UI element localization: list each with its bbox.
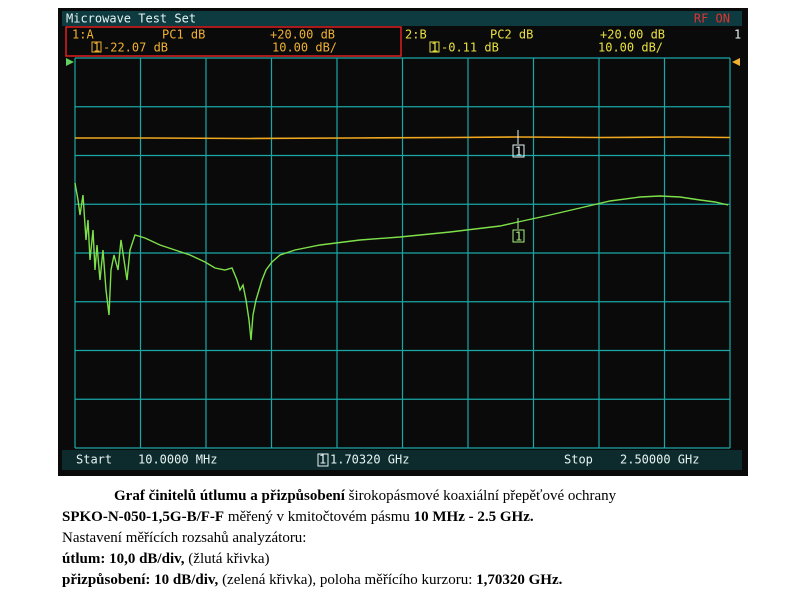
marker-id: 1 bbox=[319, 453, 326, 467]
caption-text: Graf činitelů útlumu a přizpůsobení bbox=[114, 488, 345, 504]
marker-box bbox=[512, 229, 525, 243]
ref-arrow bbox=[732, 58, 740, 66]
channel-b-scale: 10.00 dB/ bbox=[598, 41, 663, 55]
channel-a-marker: -22.07 dB bbox=[103, 41, 168, 55]
marker-id: 1 bbox=[515, 230, 522, 244]
caption-line: Graf činitelů útlumu a přizpůsobení širo… bbox=[62, 486, 782, 507]
instrument-screen: Microwave Test Set RF ON 1:A PC1 dB +20.… bbox=[58, 8, 748, 476]
marker-box bbox=[317, 453, 329, 467]
stop-value: 2.50000 GHz bbox=[620, 453, 699, 467]
channel-b-param: PC2 dB bbox=[490, 28, 533, 42]
caption: Graf činitelů útlumu a přizpůsobení širo… bbox=[62, 486, 782, 591]
marker-id: 1 bbox=[515, 145, 522, 159]
caption-text: širokopásmové koaxiální přepěťové ochran… bbox=[344, 488, 617, 504]
ref-arrow bbox=[66, 58, 74, 66]
caption-text: Nastavení měřících rozsahů analyzátoru: bbox=[62, 530, 307, 546]
marker-box bbox=[429, 41, 440, 53]
caption-line: přizpůsobení: 10 dB/div, (zelená křivka)… bbox=[62, 570, 782, 591]
caption-text: 10 MHz - 2.5 GHz. bbox=[413, 509, 534, 525]
attenuation-trace bbox=[75, 136, 731, 140]
caption-text: útlum: 10,0 dB/div, bbox=[62, 551, 185, 567]
caption-text: měřený v kmitočtovém pásmu bbox=[224, 509, 414, 525]
caption-line: SPKO-N-050-1,5G-B/F-F měřený v kmitočtov… bbox=[62, 507, 782, 528]
channel-a-param: PC1 dB bbox=[162, 28, 205, 42]
marker-id: 1 bbox=[93, 41, 100, 55]
start-value: 10.0000 MHz bbox=[138, 453, 217, 467]
screen-title: Microwave Test Set bbox=[66, 12, 196, 26]
caption-line: útlum: 10,0 dB/div, (žlutá křivka) bbox=[62, 549, 782, 570]
grid bbox=[74, 57, 731, 449]
start-label: Start bbox=[76, 453, 112, 467]
active-channel-box bbox=[65, 26, 402, 57]
channel-b-marker: -0.11 dB bbox=[441, 41, 499, 55]
matching-trace bbox=[74, 182, 729, 341]
footer-bar bbox=[62, 450, 742, 470]
marker-id: 1 bbox=[431, 41, 438, 55]
caption-text: (žlutá křivka) bbox=[184, 551, 270, 567]
channel-b-id: 2:B bbox=[405, 28, 427, 42]
channel-a-id: 1:A bbox=[72, 28, 94, 42]
channel-b-ref: +20.00 dB bbox=[600, 28, 665, 42]
marker-frequency: 1.70320 GHz bbox=[330, 453, 409, 467]
marker-box bbox=[512, 144, 525, 158]
rf-status: RF ON bbox=[694, 12, 730, 26]
caption-text: přizpůsobení: 10 dB/div, bbox=[62, 572, 219, 588]
channel-number: 1 bbox=[734, 28, 741, 42]
channel-a-scale: 10.00 dB/ bbox=[272, 41, 337, 55]
channel-a-ref: +20.00 dB bbox=[270, 28, 335, 42]
caption-text: SPKO-N-050-1,5G-B/F-F bbox=[62, 509, 225, 525]
marker-box bbox=[91, 41, 102, 53]
caption-text: (zelená křivka), poloha měřícího kurzoru… bbox=[218, 572, 477, 588]
caption-line: Nastavení měřících rozsahů analyzátoru: bbox=[62, 528, 782, 549]
caption-text: 1,70320 GHz. bbox=[476, 572, 563, 588]
stop-label: Stop bbox=[564, 453, 593, 467]
header-bar bbox=[62, 11, 742, 26]
